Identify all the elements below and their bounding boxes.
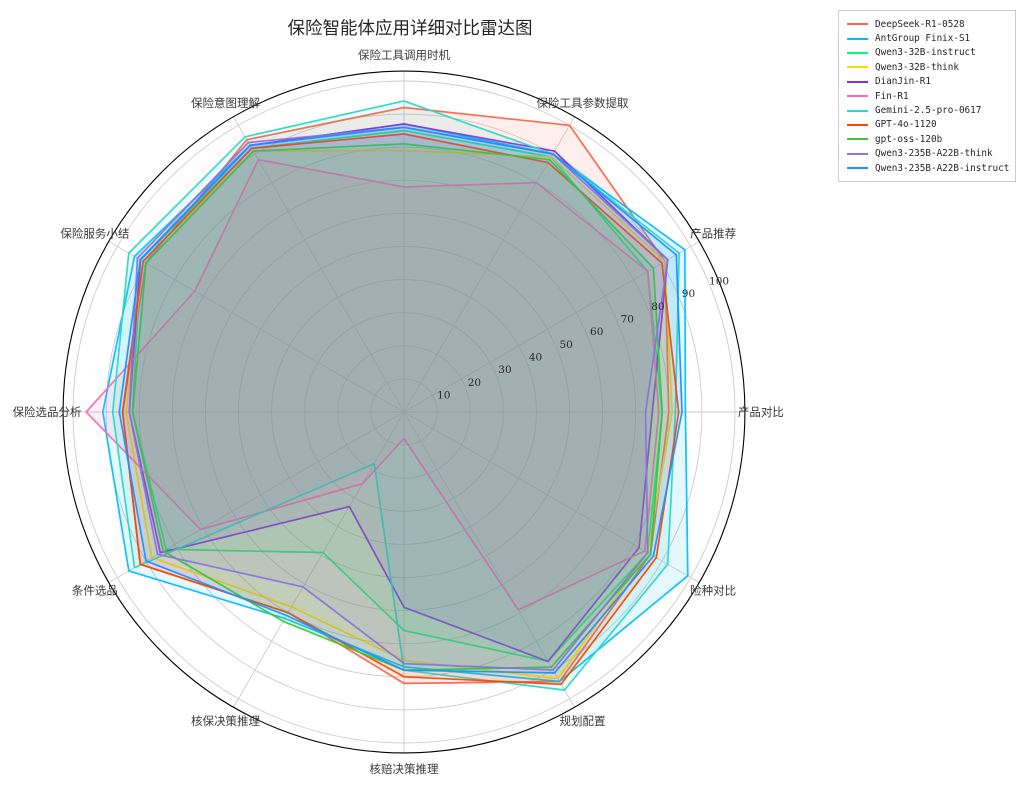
- axis-label-0: 保险工具调用时机: [358, 48, 450, 62]
- series-polygon-Qwen3-235B-A22B-think: [128, 126, 669, 671]
- legend-line-swatch: [847, 37, 868, 40]
- legend-item-label: DianJin-R1: [875, 76, 931, 88]
- axis-label-1: 保险工具参数提取: [536, 96, 628, 110]
- radial-tick-label: 20: [468, 377, 481, 389]
- legend-item-label: GPT-4o-1120: [875, 119, 937, 131]
- axis-label-3: 产品对比: [738, 405, 784, 419]
- axis-label-2: 产品推荐: [690, 227, 736, 241]
- radial-tick-label: 30: [498, 364, 511, 376]
- series-polygon-GPT-4o-1120: [121, 133, 680, 686]
- axis-spoke: [403, 116, 575, 413]
- radial-tick-label: 50: [559, 339, 572, 351]
- radial-tick-label: 80: [651, 301, 664, 313]
- legend-line-swatch: [847, 51, 868, 54]
- legend-item: gpt-oss-120b: [847, 132, 1007, 146]
- legend-box: DeepSeek-R1-0528 AntGroup Finix-S1 Qwen3-3…: [838, 10, 1016, 183]
- legend-line-swatch: [847, 138, 868, 141]
- legend-item: Qwen3-32B-think: [847, 60, 1007, 74]
- legend-item: Qwen3-235B-A22B-think: [847, 147, 1007, 161]
- axis-spoke: [233, 411, 405, 708]
- axis-spoke: [108, 241, 405, 413]
- chart-title: 保险智能体应用详细对比雷达图: [288, 19, 533, 39]
- legend-line-swatch: [847, 152, 868, 155]
- axis-spoke: [233, 116, 405, 413]
- legend-item: Qwen3-235B-A22B-instruct: [847, 161, 1010, 175]
- radial-tick-label: 60: [590, 326, 603, 338]
- radial-tick-label: 40: [529, 352, 542, 364]
- legend-line-swatch: [847, 80, 868, 83]
- legend-line-swatch: [847, 95, 868, 98]
- axis-label-6: 核赔决策推理: [370, 762, 439, 776]
- axis-label-11: 保险意图理解: [191, 96, 260, 110]
- radial-tick-label: 70: [621, 314, 634, 326]
- legend-item: AntGroup Finix-S1: [847, 31, 1007, 45]
- legend-item: DianJin-R1: [847, 75, 1007, 89]
- axis-label-4: 险种对比: [690, 583, 736, 597]
- legend-item-label: Gemini-2.5-pro-0617: [875, 105, 982, 117]
- legend-item-label: gpt-oss-120b: [875, 133, 943, 145]
- legend-item: Qwen3-32B-instruct: [847, 46, 1007, 60]
- axis-spoke: [403, 241, 700, 413]
- legend-item: Gemini-2.5-pro-0617: [847, 103, 1007, 117]
- legend-line-swatch: [847, 66, 868, 69]
- polar-spine: [62, 70, 746, 754]
- legend-item-label: AntGroup Finix-S1: [875, 33, 971, 45]
- legend-item-label: Qwen3-32B-think: [875, 61, 959, 73]
- axis-label-5: 规划配置: [559, 714, 605, 728]
- axis-label-7: 核保决策推理: [191, 714, 260, 728]
- axis-label-9: 保险选品分析: [13, 405, 82, 419]
- axis-spoke: [403, 411, 575, 708]
- legend-item-label: DeepSeek-R1-0528: [875, 18, 965, 30]
- legend-item: GPT-4o-1120: [847, 118, 1007, 132]
- legend-item-label: Fin-R1: [875, 90, 909, 102]
- legend-line-swatch: [847, 23, 868, 26]
- radial-tick-label: 10: [437, 390, 450, 402]
- series-polygon-Fin-R1: [85, 158, 660, 611]
- legend-item: DeepSeek-R1-0528: [847, 17, 1007, 31]
- axis-label-8: 条件选品: [72, 583, 118, 597]
- radial-tick-label: 100: [709, 276, 729, 288]
- legend-line-swatch: [847, 167, 868, 170]
- legend-item-label: Qwen3-235B-A22B-think: [875, 148, 993, 160]
- series-polygon-Qwen3-235B-A22B-instruct: [118, 126, 683, 674]
- radial-tick-label: 90: [682, 288, 695, 300]
- legend-line-swatch: [847, 109, 868, 112]
- legend-item: Fin-R1: [847, 89, 1007, 103]
- legend-item-label: Qwen3-32B-instruct: [875, 47, 976, 59]
- legend-item-label: Qwen3-235B-A22B-instruct: [875, 162, 1010, 174]
- axis-label-10: 保险服务小结: [60, 227, 129, 241]
- legend-line-swatch: [847, 123, 868, 126]
